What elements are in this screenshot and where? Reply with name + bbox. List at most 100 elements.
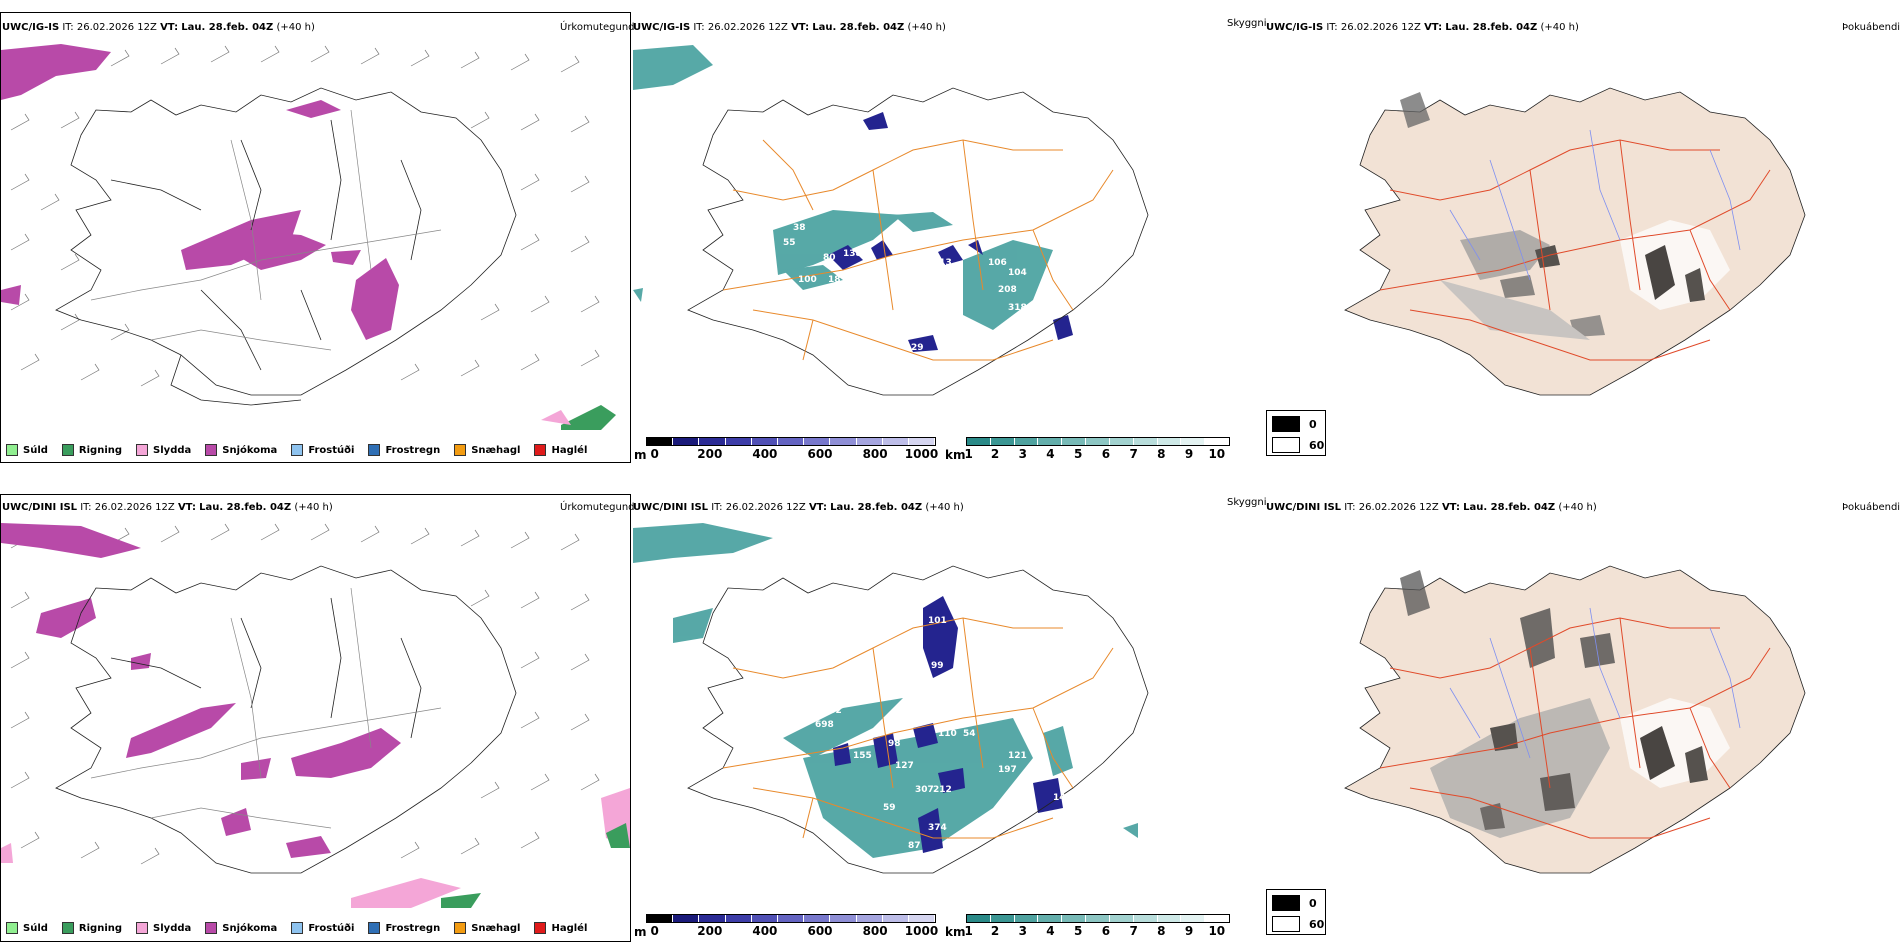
legend-item: Frostúði — [291, 922, 354, 934]
cloud-label: 29 — [911, 343, 924, 353]
fog-rivers — [1449, 607, 1741, 759]
legend-item: Frostúði — [291, 444, 354, 456]
visibility-colorbar-2: 1 2 3 4 5 6 7 8 9 10 — [964, 914, 1230, 938]
legend-item: Frostregn — [368, 444, 440, 456]
fog-panel-title-2: Þokuábendi — [1842, 502, 1900, 513]
ceiling-tick: 400 — [752, 447, 778, 461]
cloud-label: 130 — [1048, 305, 1067, 315]
cloud-label: 212 — [933, 785, 952, 795]
visibility-unit: km — [945, 448, 966, 462]
cloud-label: 208 — [998, 285, 1017, 295]
cloud-label: 82 — [905, 857, 918, 867]
wind-barbs — [10, 45, 600, 387]
ceiling-unit: m — [634, 448, 647, 462]
cloud-label: 698 — [815, 720, 834, 730]
clouds-header-1: UWC/IG-IS IT: 26.02.2026 12Z VT: Lau. 28… — [633, 22, 946, 33]
legend-swatch — [205, 444, 218, 456]
cloud-label: 232 — [823, 706, 842, 716]
fog-panel-title-1: Þokuábendi — [1842, 22, 1900, 33]
cloud-label: 100 — [798, 275, 817, 285]
precip-panel-title-1: Úrkomutegund — [560, 22, 635, 33]
fog-value: 60 — [1309, 917, 1325, 931]
cloud-teal-areas — [633, 45, 1053, 330]
fog-map-2 — [1344, 565, 1806, 874]
ceiling-colorbar-2: 0 200 400 600 800 1000 — [646, 914, 939, 938]
ceiling-tick: 600 — [807, 447, 833, 461]
visibility-tick: 4 — [1046, 447, 1055, 461]
precip-legend-2: Súld Rigning Slydda Snjókoma Frostúði Fr… — [6, 922, 601, 934]
cloud-label: 374 — [928, 823, 947, 833]
visibility-tick: 1 — [964, 447, 973, 461]
fog-value: 0 — [1309, 896, 1317, 910]
visibility-tick: 10 — [1208, 447, 1226, 461]
visibility-cells — [966, 437, 1230, 446]
cloud-teal-areas — [633, 523, 1138, 858]
legend-item: Frostregn — [368, 922, 440, 934]
clouds-map-2: 232 698 98 110 54 121 197 222 147 101 99… — [633, 523, 1149, 874]
legend-item: Rigning — [61, 922, 122, 934]
visibility-tick: 3 — [1018, 924, 1027, 938]
cloud-label: 96 — [923, 276, 936, 286]
roads — [90, 109, 442, 351]
clouds-header-2: UWC/DINI ISL IT: 26.02.2026 12Z VT: Lau.… — [633, 502, 964, 513]
fog-swatch — [1272, 437, 1300, 453]
road-network — [722, 617, 1114, 839]
cloud-label: 222 — [1015, 779, 1034, 789]
cloud-label: 80 — [823, 253, 836, 263]
clouds-map-1: 38 55 80 138 100 181 113 96 106 104 208 … — [633, 45, 1149, 396]
model-name: UWC/IG-IS — [2, 22, 60, 33]
fog-value: 0 — [1309, 417, 1317, 431]
cloud-labels-1: 38 55 80 138 100 181 113 96 106 104 208 … — [783, 103, 1067, 361]
cloud-label: 210 — [951, 103, 970, 113]
visibility-tick: 7 — [1129, 447, 1138, 461]
cloud-label: 55 — [1055, 809, 1068, 819]
clouds-panel-title-2: Skyggni — [1227, 497, 1267, 508]
clouds-panel-title-1: Skyggni — [1227, 18, 1267, 29]
legend-item: Súld — [6, 922, 48, 934]
visibility-tick: 5 — [1074, 924, 1083, 938]
fog-land — [1344, 87, 1806, 396]
init-label: IT: — [62, 22, 74, 33]
cloud-label: 101 — [928, 616, 947, 626]
cloud-navy-areas — [828, 112, 1073, 352]
visibility-tick: 2 — [990, 924, 1000, 938]
lead-time: (+40 h) — [276, 22, 315, 33]
cloud-label: 87 — [908, 841, 921, 851]
legend-swatch — [61, 444, 74, 456]
visibility-unit-2: km — [945, 925, 966, 939]
wind-barbs — [10, 523, 600, 865]
cloud-label: 59 — [883, 803, 896, 813]
ceiling-unit-2: m — [634, 925, 647, 939]
fog-header-2: UWC/DINI ISL IT: 26.02.2026 12Z VT: Lau.… — [1266, 502, 1597, 513]
cloud-label: 110 — [938, 729, 957, 739]
cloud-label: 127 — [895, 761, 914, 771]
legend-item: Slydda — [136, 922, 191, 934]
cloud-labels-2: 232 698 98 110 54 121 197 222 147 101 99… — [808, 616, 1072, 867]
fog-value: 60 — [1309, 438, 1325, 452]
visibility-tick: 7 — [1129, 924, 1138, 938]
precip-panel-frame-2 — [0, 494, 631, 942]
cloud-label: 53 — [928, 351, 941, 361]
road-network — [722, 139, 1114, 361]
legend-item: Snæhagl — [454, 922, 520, 934]
legend-item: Slydda — [136, 444, 191, 456]
visibility-tick: 8 — [1157, 924, 1166, 938]
visibility-tick: 1 — [964, 924, 973, 938]
legend-item: Snæhagl — [454, 444, 520, 456]
legend-item: Snjókoma — [205, 922, 277, 934]
visibility-tick: 3 — [1018, 447, 1027, 461]
cloud-label: 138 — [843, 249, 862, 259]
ceiling-tick: 1000 — [904, 924, 939, 938]
legend-item: Rigning — [61, 444, 122, 456]
precip-map-1 — [1, 44, 616, 430]
legend-swatch — [291, 444, 304, 456]
ceiling-tick: 600 — [807, 924, 833, 938]
precip-panel-frame-1 — [0, 12, 631, 463]
cloud-label: 55 — [783, 238, 796, 248]
precip-panel-title-2: Úrkomutegund — [560, 502, 635, 513]
ceiling-colorbar: 0 200 400 600 800 1000 — [646, 437, 938, 461]
iceland-outline — [55, 87, 517, 406]
cloud-label: 104 — [1008, 268, 1027, 278]
visibility-tick: 6 — [1101, 447, 1111, 461]
cloud-label: 197 — [998, 765, 1017, 775]
